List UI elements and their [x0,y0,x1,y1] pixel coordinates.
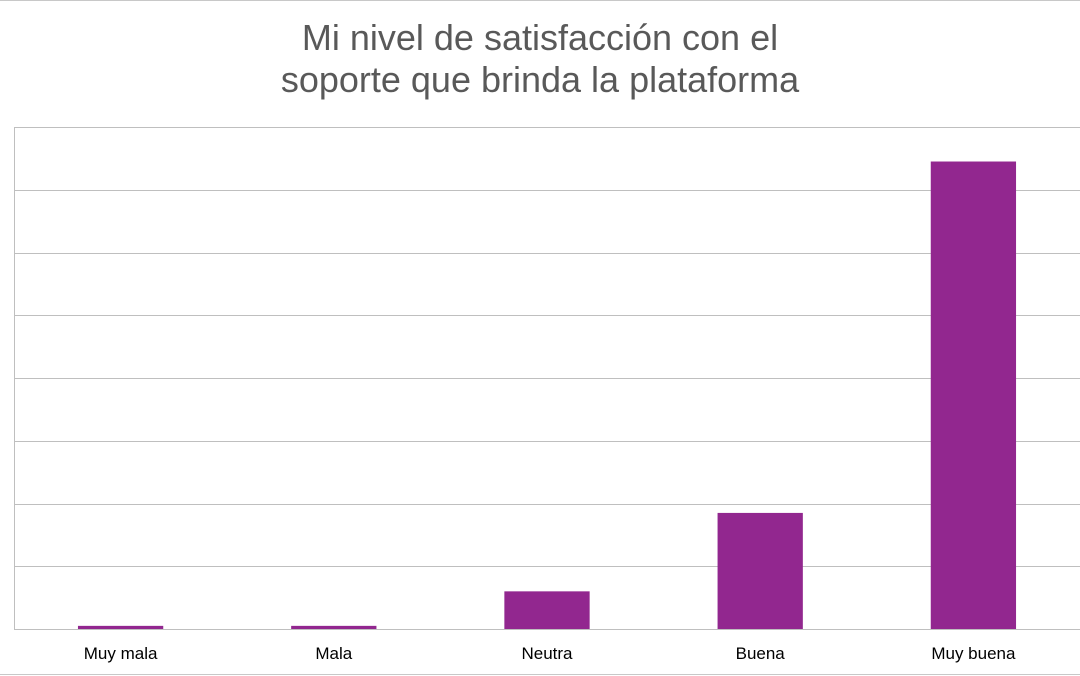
chart-title: Mi nivel de satisfacción con el soporte … [0,17,1080,101]
x-tick-label: Buena [736,644,786,663]
chart-title-line-1: Mi nivel de satisfacción con el [301,17,779,58]
bar-muy-mala [77,625,164,629]
chart-title-line-2: soporte que brinda la plataforma [280,59,800,100]
x-axis-tick-labels: Muy mala Mala Neutra Buena Muy buena [84,644,1016,663]
bars [77,161,1017,629]
bar-mala [291,625,377,629]
bar-buena [717,512,803,629]
bar-neutra [504,591,590,629]
bar-muy-buena [930,161,1017,629]
x-tick-label: Muy buena [931,644,1016,663]
x-tick-label: Mala [315,644,352,663]
gridlines [14,127,1080,630]
x-tick-label: Neutra [521,644,573,663]
x-tick-label: Muy mala [84,644,158,663]
